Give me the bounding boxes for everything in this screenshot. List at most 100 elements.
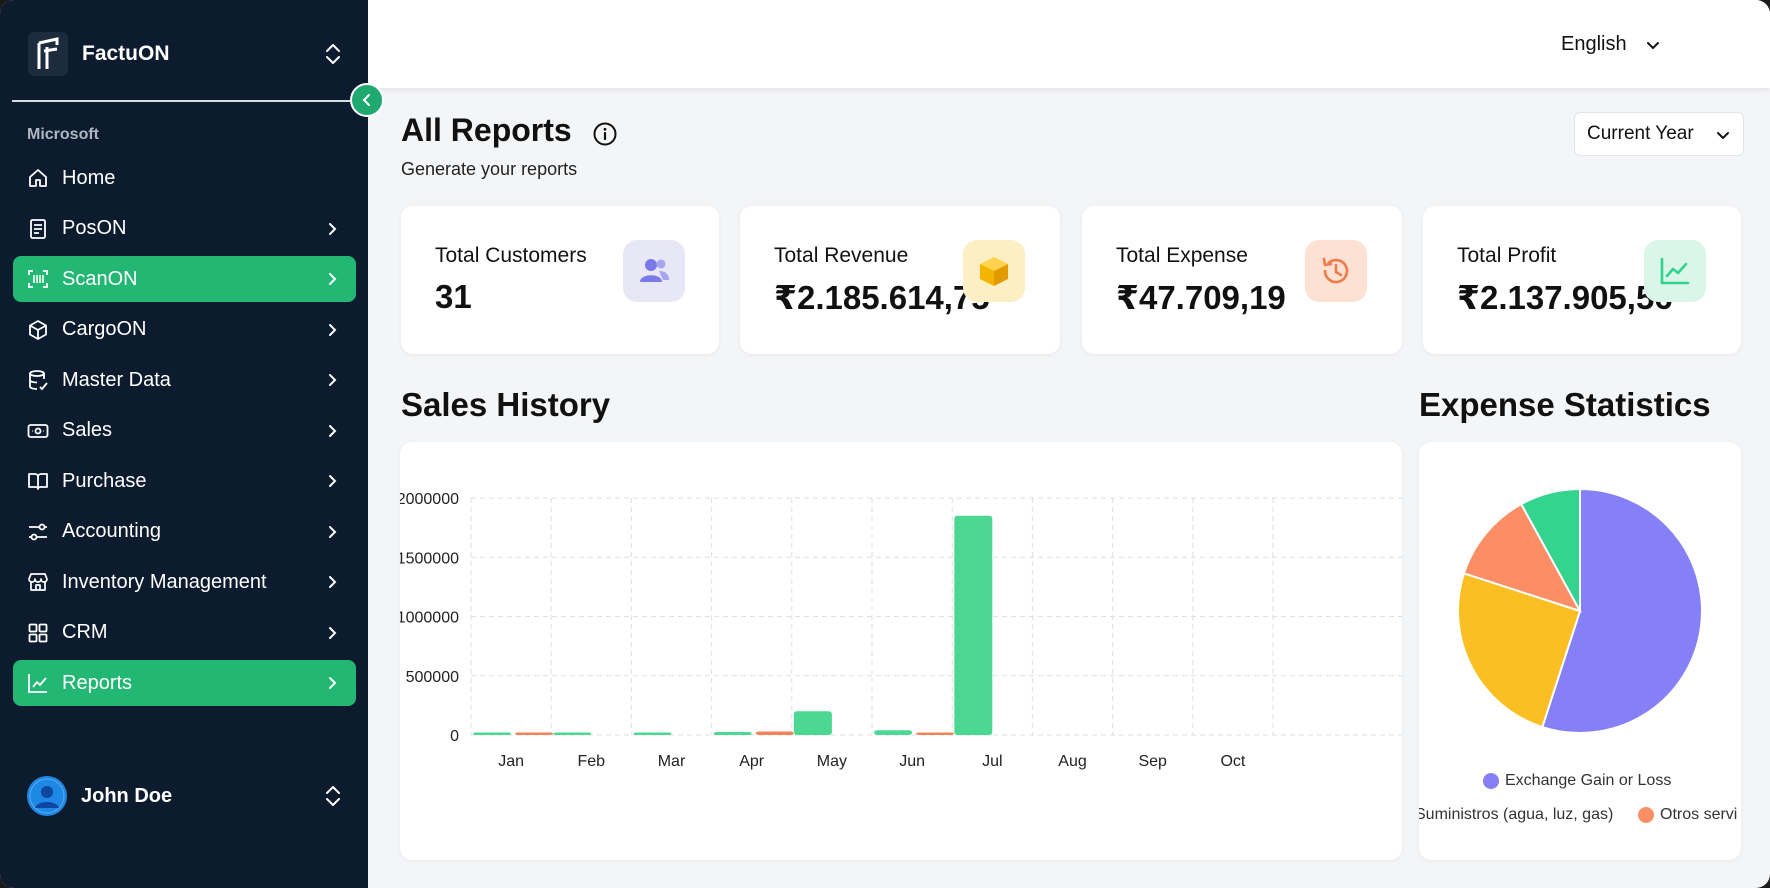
x-tick-label: Aug [1058, 753, 1086, 770]
chevron-right-icon [329, 677, 337, 689]
sidebar: FactuON Microsoft Home PosON ScanON CargoON… [0, 0, 368, 888]
sidebar-item-sales[interactable]: Sales [13, 408, 356, 454]
pie-slice[interactable] [1519, 487, 1581, 612]
stat-label: Total Expense [1116, 244, 1248, 267]
chevron-right-icon [329, 626, 337, 639]
chevron-right-icon [329, 323, 337, 336]
legend-swatch [1483, 773, 1499, 789]
chevron-left-icon [362, 94, 370, 106]
stat-value: ₹47.709,19 [1116, 279, 1286, 316]
legend-item[interactable]: Suministros (agua, luz, gas) [1419, 806, 1613, 824]
sidebar-item-purchase[interactable]: Purchase [13, 458, 356, 504]
chevron-right-icon [329, 273, 337, 285]
sliders-icon [26, 520, 50, 544]
sidebar-item-label: CRM [62, 621, 108, 643]
sidebar-item-label: Home [62, 166, 116, 189]
language-select[interactable]: English [1561, 33, 1661, 56]
chevron-right-icon [329, 374, 337, 386]
sidebar-item-cargoon[interactable]: CargoON [13, 307, 356, 353]
expense-pie-chart [1457, 487, 1703, 734]
x-tick-label: Apr [739, 753, 765, 770]
home-icon [26, 166, 50, 190]
chevron-right-icon [329, 475, 337, 487]
chevron-right-icon [329, 222, 337, 235]
sidebar-item-label: Purchase [62, 469, 147, 492]
user-profile[interactable]: John Doe [27, 776, 172, 816]
x-tick-label: Feb [578, 753, 606, 770]
stat-label: Total Profit [1457, 244, 1557, 267]
stat-label: Total Customers [435, 244, 587, 267]
history-icon [1305, 240, 1367, 302]
language-label: English [1561, 33, 1627, 55]
stat-card-expense: Total Expense ₹47.709,19 [1082, 206, 1402, 354]
package-icon [26, 318, 50, 342]
legend-item[interactable]: Otros servi [1638, 806, 1737, 824]
topbar: English [368, 0, 1770, 88]
sidebar-divider [12, 100, 352, 102]
sales-history-title: Sales History [401, 386, 611, 423]
stat-value: ₹2.185.614,75 [774, 279, 990, 316]
legend-swatch [1638, 807, 1654, 823]
avatar [27, 776, 67, 816]
brand[interactable]: FactuON [28, 30, 170, 78]
chevrons-up-down-icon[interactable] [322, 42, 344, 66]
bar [713, 732, 752, 735]
stat-value: 31 [435, 278, 472, 315]
sidebar-item-home[interactable]: Home [13, 155, 356, 201]
period-label: Current Year [1587, 123, 1694, 144]
y-tick-label: 2000000 [400, 491, 459, 508]
sidebar-item-label: CargoON [62, 318, 147, 340]
period-select[interactable]: Current Year [1574, 112, 1744, 156]
line-chart-icon [26, 671, 50, 695]
stat-value: ₹2.137.905,56 [1457, 279, 1673, 316]
stat-card-revenue: Total Revenue ₹2.185.614,75 [740, 206, 1060, 354]
grid-icon [26, 621, 50, 645]
x-tick-label: Oct [1220, 753, 1245, 770]
sidebar-item-scanon[interactable]: ScanON [13, 256, 356, 302]
sidebar-nav: Home PosON ScanON CargoON Master Data Sales Pu… [13, 155, 356, 711]
sidebar-collapse-button[interactable] [350, 83, 384, 117]
info-icon[interactable] [592, 121, 618, 147]
legend-label: Otros servi [1660, 806, 1738, 823]
trend-chart-icon [1644, 240, 1706, 302]
chevron-right-icon [329, 424, 337, 437]
sidebar-item-label: Master Data [62, 368, 171, 391]
bar [916, 732, 955, 735]
receipt-icon [26, 217, 50, 241]
box-icon [963, 240, 1025, 302]
y-tick-label: 0 [450, 728, 459, 745]
pie-slice[interactable] [1462, 502, 1583, 613]
pie-slice[interactable] [1457, 572, 1582, 729]
org-label: Microsoft [27, 126, 99, 143]
stat-card-customers: Total Customers 31 [401, 206, 719, 354]
stat-label: Total Revenue [774, 244, 909, 267]
sidebar-item-label: PosON [62, 217, 127, 239]
bar [793, 711, 832, 735]
sidebar-item-accounting[interactable]: Accounting [13, 509, 356, 555]
stat-card-profit: Total Profit ₹2.137.905,56 [1423, 206, 1741, 354]
sidebar-item-crm[interactable]: CRM [13, 610, 356, 656]
x-tick-label: Mar [658, 753, 686, 770]
legend-item[interactable]: Exchange Gain or Loss [1483, 772, 1671, 790]
sidebar-item-inventory-management[interactable]: Inventory Management [13, 559, 356, 605]
expense-statistics-title: Expense Statistics [1419, 386, 1711, 423]
store-icon [26, 570, 50, 594]
sidebar-item-master-data[interactable]: Master Data [13, 357, 356, 403]
banknote-icon [26, 419, 50, 443]
sidebar-item-label: ScanON [62, 267, 138, 290]
y-tick-label: 500000 [406, 669, 459, 686]
sidebar-item-label: Inventory Management [62, 570, 267, 593]
sidebar-item-label: Accounting [62, 520, 161, 542]
x-tick-label: Jan [498, 753, 524, 770]
chevron-down-icon [1646, 41, 1659, 49]
pie-slice[interactable] [1541, 487, 1703, 734]
sidebar-item-poson[interactable]: PosON [13, 206, 356, 252]
bar [553, 732, 592, 735]
sidebar-item-reports[interactable]: Reports [13, 660, 356, 706]
chevron-right-icon [329, 525, 337, 538]
legend-label: Exchange Gain or Loss [1505, 772, 1672, 789]
brand-name: FactuON [82, 42, 170, 65]
chevron-down-icon [1717, 132, 1729, 140]
chevrons-up-down-icon[interactable] [322, 784, 344, 808]
